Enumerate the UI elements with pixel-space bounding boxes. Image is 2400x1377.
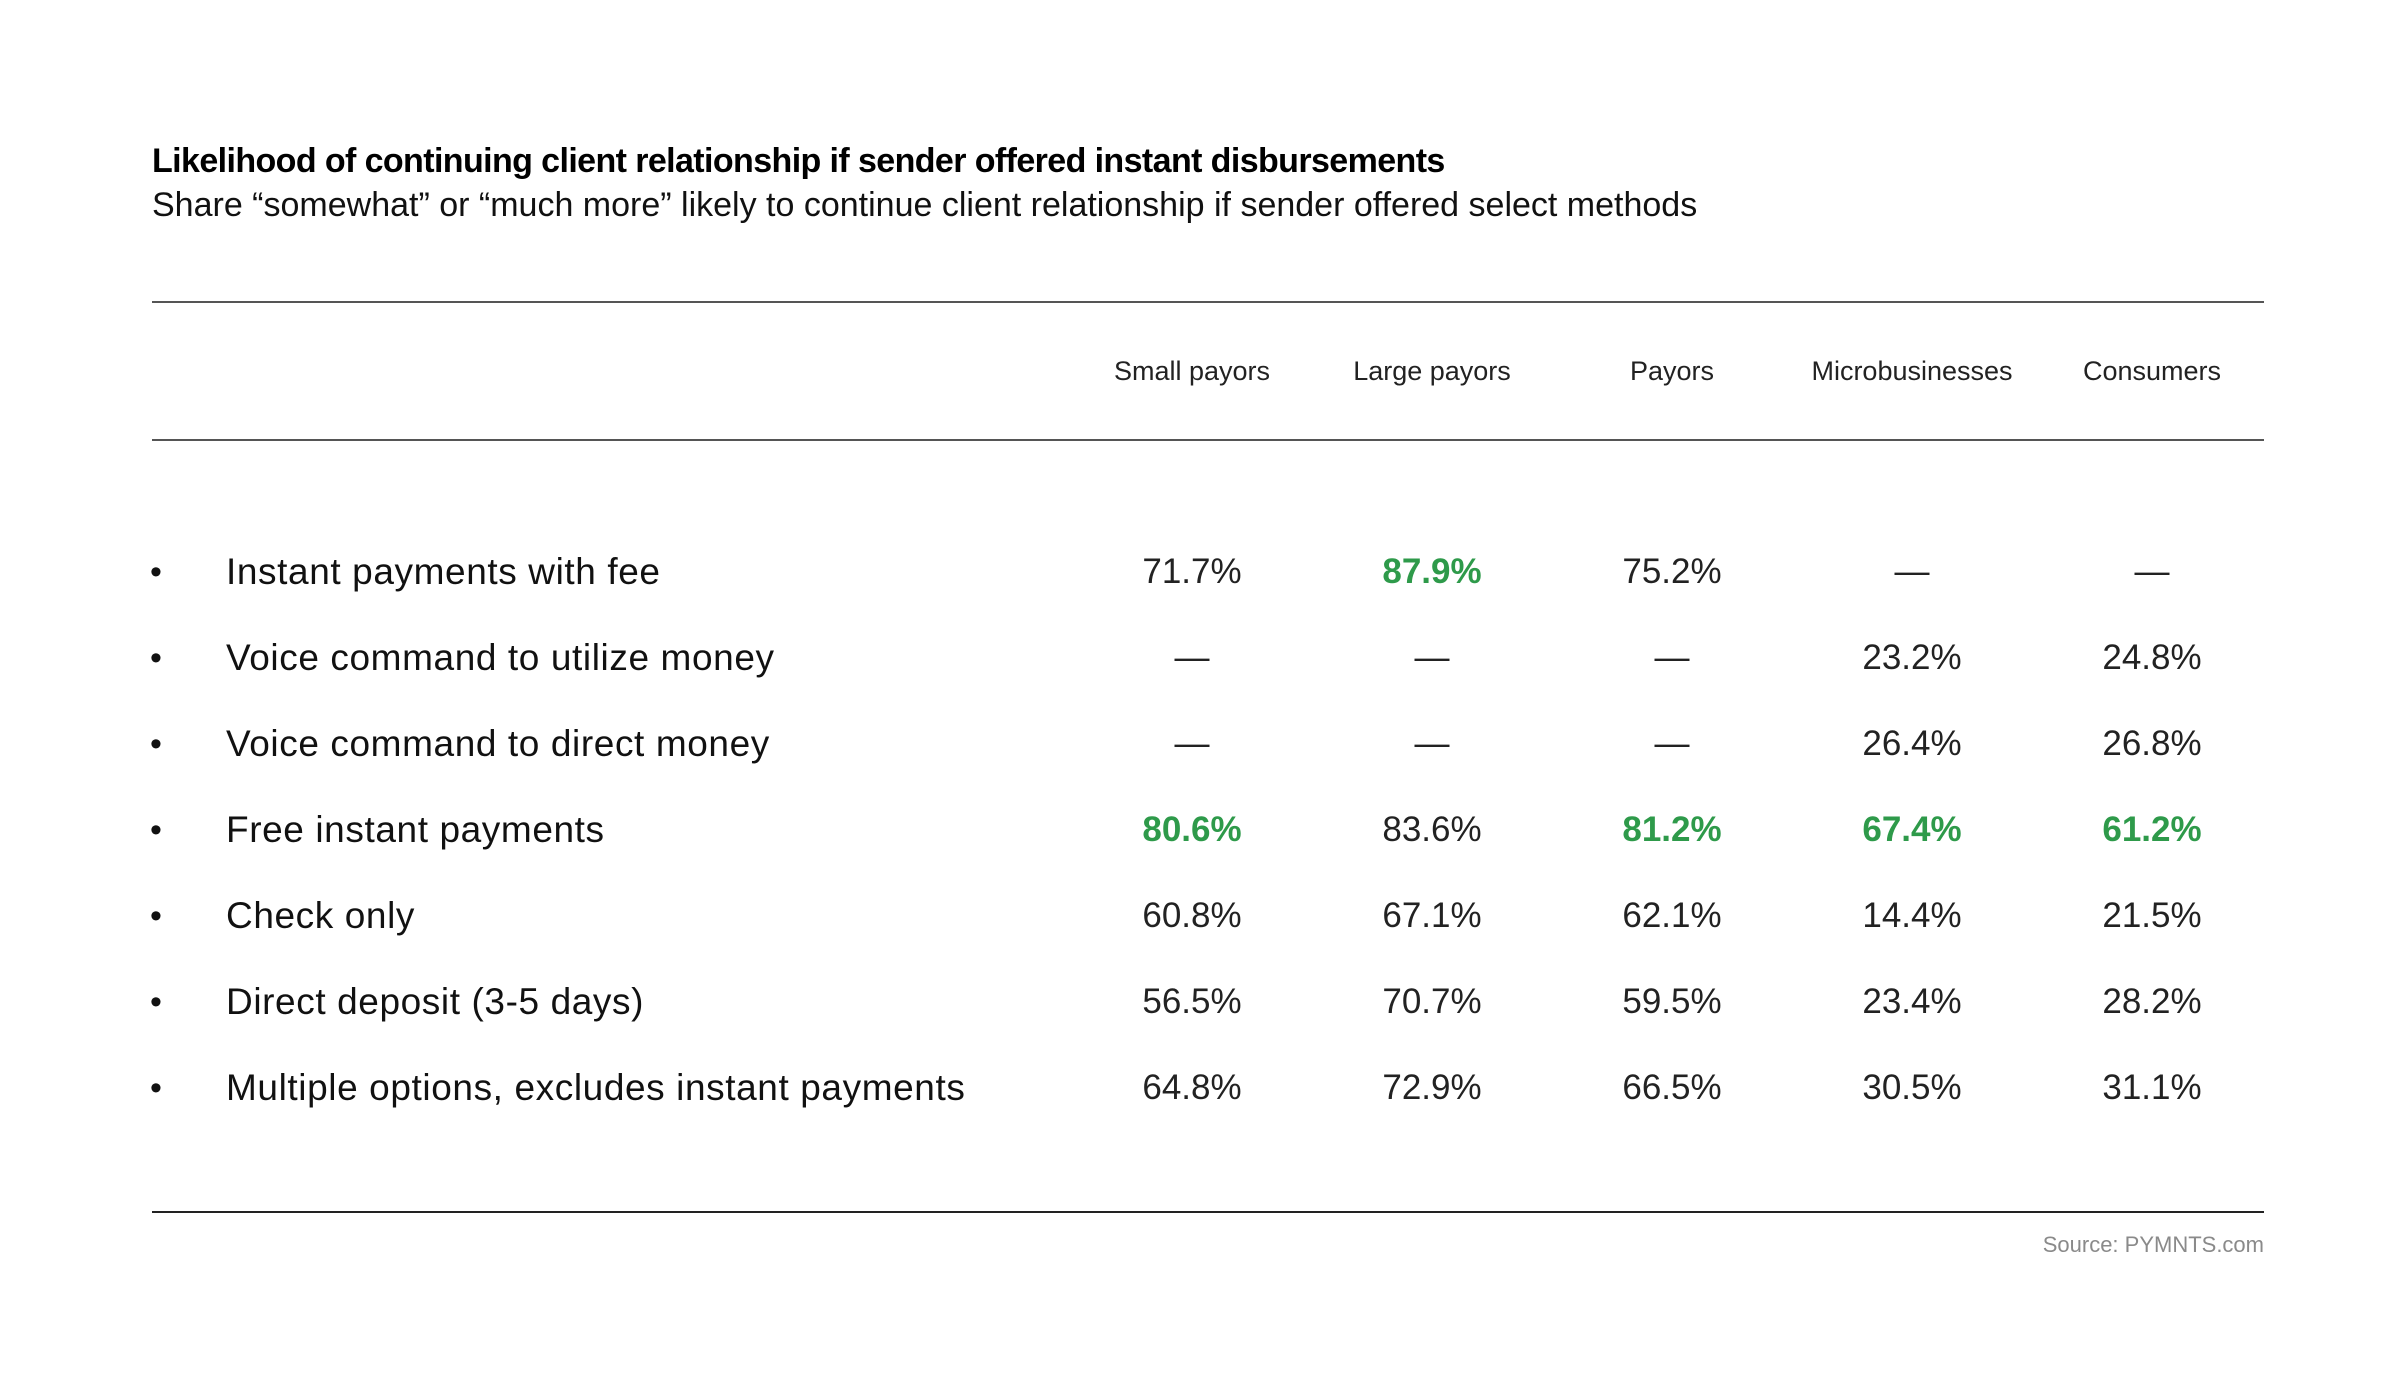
value-cell-large-payors: 67.1%	[1382, 896, 1482, 935]
value-cell-large-payors: 72.9%	[1382, 1068, 1482, 1107]
value-cell-large-payors: 87.9%	[1382, 552, 1482, 591]
header-divider	[152, 439, 2264, 441]
value-cell-small-payors: —	[1174, 638, 1210, 677]
table-row: • Instant payments with fee 71.7% 87.9% 75.2…	[0, 542, 2400, 602]
value-cell-consumers: 21.5%	[2102, 896, 2202, 935]
value-cell-microbusinesses: —	[1894, 552, 1930, 591]
value-cell-microbusinesses: 14.4%	[1862, 896, 1962, 935]
value-cell-consumers: 31.1%	[2102, 1068, 2202, 1107]
row-label: Check only	[226, 895, 416, 936]
value-cell-small-payors: 56.5%	[1142, 982, 1242, 1021]
value-cell-small-payors: 60.8%	[1142, 896, 1242, 935]
bullet-icon: •	[150, 983, 162, 1021]
value-cell-consumers: 61.2%	[2102, 810, 2202, 849]
bullet-icon: •	[150, 1069, 162, 1107]
value-cell-microbusinesses: 23.4%	[1862, 982, 1962, 1021]
bullet-icon: •	[150, 897, 162, 935]
table-row: • Direct deposit (3-5 days) 56.5% 70.7% 59.5…	[0, 972, 2400, 1032]
value-cell-payors: 75.2%	[1622, 552, 1722, 591]
value-cell-microbusinesses: 23.2%	[1862, 638, 1962, 677]
value-cell-payors: 66.5%	[1622, 1068, 1722, 1107]
value-cell-small-payors: 64.8%	[1142, 1068, 1242, 1107]
value-cell-consumers: 26.8%	[2102, 724, 2202, 763]
bottom-divider	[152, 1211, 2264, 1213]
column-header-large-payors: Large payors	[1353, 356, 1511, 386]
value-cell-microbusinesses: 26.4%	[1862, 724, 1962, 763]
value-cell-payors: —	[1654, 638, 1690, 677]
bullet-icon: •	[150, 639, 162, 677]
value-cell-microbusinesses: 67.4%	[1862, 810, 1962, 849]
row-label: Instant payments with fee	[226, 551, 661, 592]
table-row: • Multiple options, excludes instant paym…	[0, 1058, 2400, 1118]
column-header-consumers: Consumers	[2082, 356, 2222, 386]
value-cell-large-payors: —	[1414, 724, 1450, 763]
value-cell-payors: 81.2%	[1622, 810, 1722, 849]
row-label: Voice command to utilize money	[226, 637, 775, 678]
value-cell-large-payors: —	[1414, 638, 1450, 677]
value-cell-small-payors: 71.7%	[1142, 552, 1242, 591]
value-cell-large-payors: 83.6%	[1382, 810, 1482, 849]
column-header-small-payors: Small payors	[1113, 356, 1271, 386]
value-cell-payors: 62.1%	[1622, 896, 1722, 935]
value-cell-small-payors: 80.6%	[1142, 810, 1242, 849]
value-cell-consumers: —	[2134, 552, 2170, 591]
table-row: • Voice command to utilize money — — — 23.2% 2…	[0, 628, 2400, 688]
bullet-icon: •	[150, 811, 162, 849]
value-cell-consumers: 28.2%	[2102, 982, 2202, 1021]
value-cell-payors: 59.5%	[1622, 982, 1722, 1021]
row-label: Direct deposit (3-5 days)	[226, 981, 645, 1022]
table-row: • Free instant payments 80.6% 83.6% 81.2% 67.…	[0, 800, 2400, 860]
table-row: • Check only 60.8% 67.1% 62.1% 14.4% 21.5%	[0, 886, 2400, 946]
bullet-icon: •	[150, 553, 162, 591]
value-cell-small-payors: —	[1174, 724, 1210, 763]
value-cell-consumers: 24.8%	[2102, 638, 2202, 677]
bullet-icon: •	[150, 725, 162, 763]
column-header-payors: Payors	[1629, 356, 1715, 386]
row-label: Multiple options, excludes instant payme…	[226, 1067, 966, 1108]
chart-title: Likelihood of continuing client relation…	[152, 142, 1445, 180]
chart-subtitle: Share “somewhat” or “much more” likely t…	[152, 186, 1698, 224]
source-note: Source: PYMNTS.com	[2042, 1232, 2264, 1257]
row-label: Free instant payments	[226, 809, 605, 850]
value-cell-payors: —	[1654, 724, 1690, 763]
value-cell-microbusinesses: 30.5%	[1862, 1068, 1962, 1107]
row-label: Voice command to direct money	[226, 723, 770, 764]
value-cell-large-payors: 70.7%	[1382, 982, 1482, 1021]
table-row: • Voice command to direct money — — — 26.4% 26…	[0, 714, 2400, 774]
column-header-microbusinesses: Microbusinesses	[1811, 356, 2013, 386]
top-divider	[152, 301, 2264, 303]
